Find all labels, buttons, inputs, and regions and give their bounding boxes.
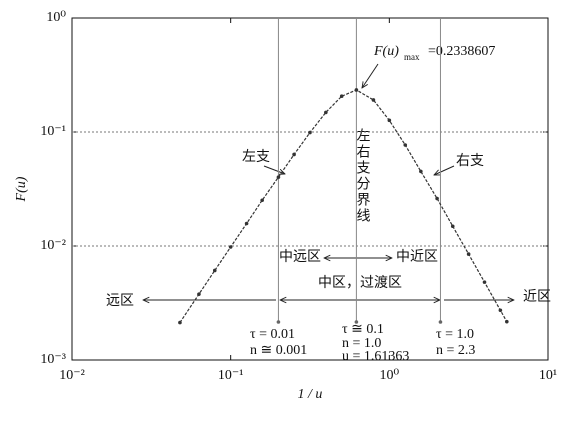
data-point [387, 118, 392, 123]
data-point [228, 245, 233, 249]
mid-far-label: 中远区 [279, 249, 321, 265]
data-point [339, 94, 344, 99]
data-point [260, 198, 264, 203]
x-axis-label: 1 / u [298, 387, 323, 402]
right-branch-label: 右支 [456, 153, 484, 169]
mid-near-label: 中近区 [396, 249, 438, 265]
far-label: 远区 [106, 293, 134, 309]
y-tick-label: 10⁻¹ [40, 124, 66, 139]
data-line [179, 89, 508, 323]
y-tick-label: 10⁻³ [40, 352, 66, 367]
data-point [276, 175, 281, 179]
data-point [498, 308, 503, 313]
data-point [324, 110, 328, 115]
near-label: 近区 [523, 289, 551, 305]
n-label: n ≅ 0.001 [250, 343, 307, 358]
n-label: n = 2.3 [436, 343, 475, 358]
tau-label: τ ≅ 0.1 [342, 322, 384, 337]
middle-label: 中区，过渡区 [318, 275, 402, 291]
tau-label: τ = 1.0 [436, 327, 474, 342]
peak-subscript: max [404, 52, 420, 62]
data-point [212, 268, 217, 273]
peak-value: =0.2338607 [428, 44, 495, 59]
data-point [292, 152, 296, 157]
data-point [371, 98, 376, 102]
y-tick-label: 10⁰ [46, 10, 66, 25]
reference-foot [438, 320, 443, 324]
data-point [450, 224, 455, 229]
data-point [354, 88, 359, 92]
divider-label: 左右支分界线 [355, 128, 371, 224]
y-axis-label: F(u) [14, 176, 29, 202]
n-label: n = 1.0 [342, 336, 381, 351]
tau-label: τ = 0.01 [250, 327, 295, 342]
data-point [466, 252, 471, 256]
data-point [419, 169, 423, 174]
x-tick-label: 10¹ [539, 368, 557, 383]
y-tick-label: 10⁻² [40, 238, 66, 253]
right-branch-arrow [434, 165, 455, 175]
data-point [178, 320, 182, 325]
left-branch-label: 左支 [242, 149, 270, 165]
reference-foot [354, 320, 359, 324]
x-tick-label: 10⁻¹ [218, 368, 244, 383]
data-point [482, 280, 487, 284]
peak-arrow [362, 63, 379, 88]
data-point [308, 130, 312, 135]
x-tick-label: 10⁻² [59, 368, 85, 383]
x-tick-label: 10⁰ [380, 368, 400, 383]
reference-foot [276, 320, 281, 324]
data-point [505, 319, 509, 324]
peak-label: F(u) [373, 44, 399, 59]
data-point [435, 196, 439, 201]
u-label: u = 1.61363 [342, 349, 409, 364]
data-point [244, 221, 249, 226]
plot-frame [71, 17, 549, 361]
data-point [403, 143, 408, 147]
data-point [197, 292, 201, 296]
